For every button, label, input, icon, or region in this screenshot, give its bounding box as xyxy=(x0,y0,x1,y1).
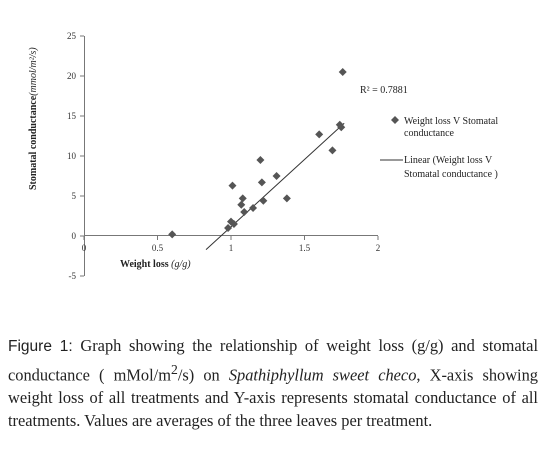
legend-label-linear: Linear (Weight loss V Stomatal conductan… xyxy=(404,155,498,180)
caption-text-1: Graph showing the relationship of weight… xyxy=(8,336,539,385)
legend: Weight loss V Stomatal conductance Linea… xyxy=(380,116,501,180)
data-point xyxy=(257,178,266,187)
data-point xyxy=(224,224,233,232)
data-point xyxy=(259,196,268,205)
x-axis-label-main: Weight loss xyxy=(120,259,171,270)
legend-label-linear-line-1: Linear (Weight loss V xyxy=(404,155,493,166)
y-tick-label: 20 xyxy=(67,71,77,81)
y-tick-label: 15 xyxy=(67,111,77,121)
caption-superscript: 2 xyxy=(170,362,178,377)
scatter-chart: -5 0 5 10 15 20 25 0 0.5 1 1.5 2 Stomatal conductan… xyxy=(28,31,501,281)
x-tick-label: 0.5 xyxy=(152,243,164,253)
y-tick-label: 10 xyxy=(67,151,77,161)
x-tick-label: 0 xyxy=(82,243,87,253)
data-point xyxy=(272,172,281,180)
data-point xyxy=(328,146,337,155)
data-point xyxy=(337,123,346,132)
tick-labels: -5 0 5 10 15 20 25 0 0.5 1 1.5 2 xyxy=(67,31,380,281)
legend-label-linear-line-2: Stomatal conductance ) xyxy=(404,169,498,180)
caption-label: Figure 1: xyxy=(8,338,73,355)
data-point xyxy=(256,156,265,164)
legend-label-scatter-line-1: Weight loss V Stomatal xyxy=(404,116,498,127)
x-tick-label: 1 xyxy=(229,243,234,253)
x-axis-label: Weight loss (g/g) xyxy=(120,259,191,270)
data-point xyxy=(237,200,246,209)
data-point xyxy=(338,68,347,76)
points-layer xyxy=(168,68,347,239)
y-axis-label: Stomatal conductance(mmol/m²/s) xyxy=(28,47,39,190)
data-point xyxy=(168,230,177,239)
data-point xyxy=(315,130,324,139)
y-axis-label-unit: (mmol/m²/s) xyxy=(28,47,39,96)
y-axis-label-main: Stomatal conductance xyxy=(28,95,39,190)
legend-marker-diamond xyxy=(391,116,399,124)
figure-caption: Figure 1: Graph showing the relationship… xyxy=(8,334,538,432)
x-axis-label-unit: (g/g) xyxy=(171,259,191,270)
r-squared-label: R² = 0.7881 xyxy=(360,85,408,96)
x-tick-label: 1.5 xyxy=(299,243,311,253)
data-point xyxy=(228,181,237,190)
x-tick-label: 2 xyxy=(376,243,381,253)
data-point xyxy=(240,208,249,216)
y-tick-label: 5 xyxy=(72,191,77,201)
legend-label-scatter-line-2: conductance xyxy=(404,128,455,139)
data-point xyxy=(229,220,238,228)
data-point xyxy=(238,194,247,203)
y-tick-label: 0 xyxy=(72,231,77,241)
caption-species: Spathiphyllum sweet checo xyxy=(228,365,417,385)
y-tick-label: -5 xyxy=(69,271,77,281)
y-tick-label: 25 xyxy=(67,31,77,41)
caption-text-2: /s) on xyxy=(177,365,229,385)
legend-label-scatter: Weight loss V Stomatal conductance xyxy=(404,116,501,139)
data-point xyxy=(282,194,291,203)
axis-ticks xyxy=(80,35,379,277)
caption-text-3: , X-axis showing weight loss of all trea… xyxy=(8,365,539,431)
data-point xyxy=(249,204,258,212)
